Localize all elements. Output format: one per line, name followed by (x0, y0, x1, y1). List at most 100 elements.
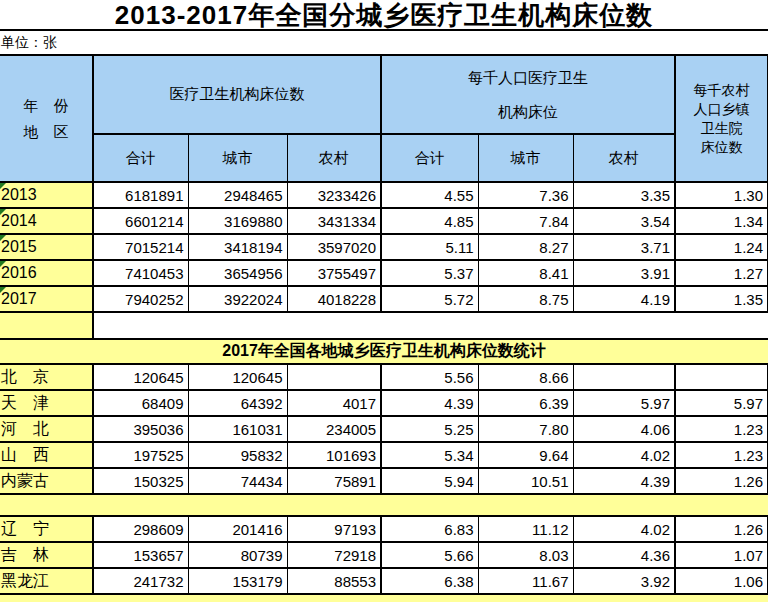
value-cell[interactable]: 4018228 (287, 286, 381, 312)
value-cell[interactable]: 298609 (93, 516, 188, 542)
value-cell[interactable]: 11.12 (478, 516, 573, 542)
blank-yellow-cell[interactable] (0, 312, 93, 339)
value-cell[interactable]: 201416 (188, 516, 287, 542)
value-cell[interactable]: 88553 (287, 568, 381, 594)
value-cell[interactable]: 4.02 (573, 442, 675, 468)
value-cell[interactable]: 8.41 (478, 260, 573, 286)
value-cell[interactable]: 1.23 (675, 442, 768, 468)
subheader-total[interactable]: 合计 (93, 134, 188, 182)
value-cell[interactable]: 11.67 (478, 568, 573, 594)
value-cell[interactable]: 3431334 (287, 208, 381, 234)
value-cell[interactable]: 8.27 (478, 234, 573, 260)
value-cell[interactable]: 4.85 (381, 208, 478, 234)
value-cell[interactable]: 120645 (93, 364, 188, 390)
row-label-cell[interactable]: 山 西 (0, 442, 93, 468)
value-cell[interactable]: 4.06 (573, 416, 675, 442)
value-cell[interactable]: 101693 (287, 442, 381, 468)
value-cell[interactable]: 97193 (287, 516, 381, 542)
subheader-rural[interactable]: 农村 (287, 134, 381, 182)
value-cell[interactable]: 4.19 (573, 286, 675, 312)
value-cell[interactable]: 7940252 (93, 286, 188, 312)
row-label-cell[interactable]: 2013 (0, 182, 93, 208)
value-cell[interactable]: 3.35 (573, 182, 675, 208)
value-cell[interactable]: 1.27 (675, 260, 768, 286)
value-cell[interactable]: 72918 (287, 542, 381, 568)
subheader-urban-per1000[interactable]: 城市 (478, 134, 573, 182)
value-cell[interactable]: 9.64 (478, 442, 573, 468)
value-cell[interactable]: 3.92 (573, 568, 675, 594)
value-cell[interactable]: 120645 (188, 364, 287, 390)
row-label-cell[interactable]: 黑龙江 (0, 568, 93, 594)
value-cell[interactable]: 4.02 (573, 516, 675, 542)
value-cell[interactable]: 153657 (93, 542, 188, 568)
value-cell[interactable]: 1.26 (675, 468, 768, 494)
row-label-cell[interactable]: 2017 (0, 286, 93, 312)
value-cell[interactable]: 241732 (93, 568, 188, 594)
value-cell[interactable]: 3.71 (573, 234, 675, 260)
value-cell[interactable]: 5.56 (381, 364, 478, 390)
value-cell[interactable]: 1.34 (675, 208, 768, 234)
value-cell[interactable]: 161031 (188, 416, 287, 442)
value-cell[interactable]: 7.84 (478, 208, 573, 234)
value-cell[interactable]: 4.36 (573, 542, 675, 568)
value-cell[interactable]: 1.26 (675, 516, 768, 542)
header-township-beds[interactable]: 每千农村 人口乡镇 卫生院 床位数 (675, 55, 768, 182)
value-cell[interactable]: 3654956 (188, 260, 287, 286)
value-cell[interactable]: 5.97 (675, 390, 768, 416)
row-label-cell[interactable]: 河 北 (0, 416, 93, 442)
value-cell[interactable]: 6.38 (381, 568, 478, 594)
value-cell[interactable]: 1.35 (675, 286, 768, 312)
value-cell[interactable]: 4.55 (381, 182, 478, 208)
value-cell[interactable]: 1.07 (675, 542, 768, 568)
value-cell[interactable]: 1.23 (675, 416, 768, 442)
blank-cell[interactable] (93, 312, 768, 339)
value-cell[interactable]: 3233426 (287, 182, 381, 208)
blank-yellow-cell[interactable] (0, 594, 768, 602)
value-cell[interactable]: 4.39 (381, 390, 478, 416)
row-label-cell[interactable]: 天 津 (0, 390, 93, 416)
value-cell[interactable]: 197525 (93, 442, 188, 468)
row-label-cell[interactable]: 内蒙古 (0, 468, 93, 494)
value-cell[interactable]: 3169880 (188, 208, 287, 234)
value-cell[interactable]: 4.39 (573, 468, 675, 494)
value-cell[interactable]: 1.30 (675, 182, 768, 208)
row-label-cell[interactable]: 辽 宁 (0, 516, 93, 542)
header-group-beds[interactable]: 医疗卫生机构床位数 (93, 55, 381, 134)
value-cell[interactable]: 8.75 (478, 286, 573, 312)
value-cell[interactable]: 5.66 (381, 542, 478, 568)
value-cell[interactable]: 75891 (287, 468, 381, 494)
value-cell[interactable]: 5.97 (573, 390, 675, 416)
row-label-cell[interactable]: 2016 (0, 260, 93, 286)
value-cell[interactable]: 8.03 (478, 542, 573, 568)
value-cell[interactable]: 6.39 (478, 390, 573, 416)
value-cell[interactable]: 3418194 (188, 234, 287, 260)
value-cell[interactable]: 10.51 (478, 468, 573, 494)
value-cell[interactable]: 1.06 (675, 568, 768, 594)
value-cell[interactable]: 7410453 (93, 260, 188, 286)
value-cell[interactable]: 3922024 (188, 286, 287, 312)
value-cell[interactable]: 7.36 (478, 182, 573, 208)
value-cell[interactable]: 2948465 (188, 182, 287, 208)
value-cell[interactable]: 234005 (287, 416, 381, 442)
value-cell[interactable]: 4017 (287, 390, 381, 416)
row-label-cell[interactable]: 2014 (0, 208, 93, 234)
row-label-cell[interactable]: 北 京 (0, 364, 93, 390)
value-cell[interactable]: 5.11 (381, 234, 478, 260)
value-cell[interactable]: 5.34 (381, 442, 478, 468)
value-cell[interactable]: 6.83 (381, 516, 478, 542)
subheader-urban[interactable]: 城市 (188, 134, 287, 182)
value-cell[interactable]: 395036 (93, 416, 188, 442)
value-cell[interactable]: 5.25 (381, 416, 478, 442)
header-group-per1000[interactable]: 每千人口医疗卫生 机构床位 (381, 55, 675, 134)
value-cell[interactable]: 8.66 (478, 364, 573, 390)
value-cell[interactable]: 5.37 (381, 260, 478, 286)
value-cell[interactable] (287, 364, 381, 390)
value-cell[interactable] (573, 364, 675, 390)
value-cell[interactable]: 6181891 (93, 182, 188, 208)
value-cell[interactable]: 3597020 (287, 234, 381, 260)
value-cell[interactable]: 3.91 (573, 260, 675, 286)
row-label-cell[interactable]: 吉 林 (0, 542, 93, 568)
value-cell[interactable]: 80739 (188, 542, 287, 568)
value-cell[interactable]: 5.94 (381, 468, 478, 494)
value-cell[interactable]: 6601214 (93, 208, 188, 234)
